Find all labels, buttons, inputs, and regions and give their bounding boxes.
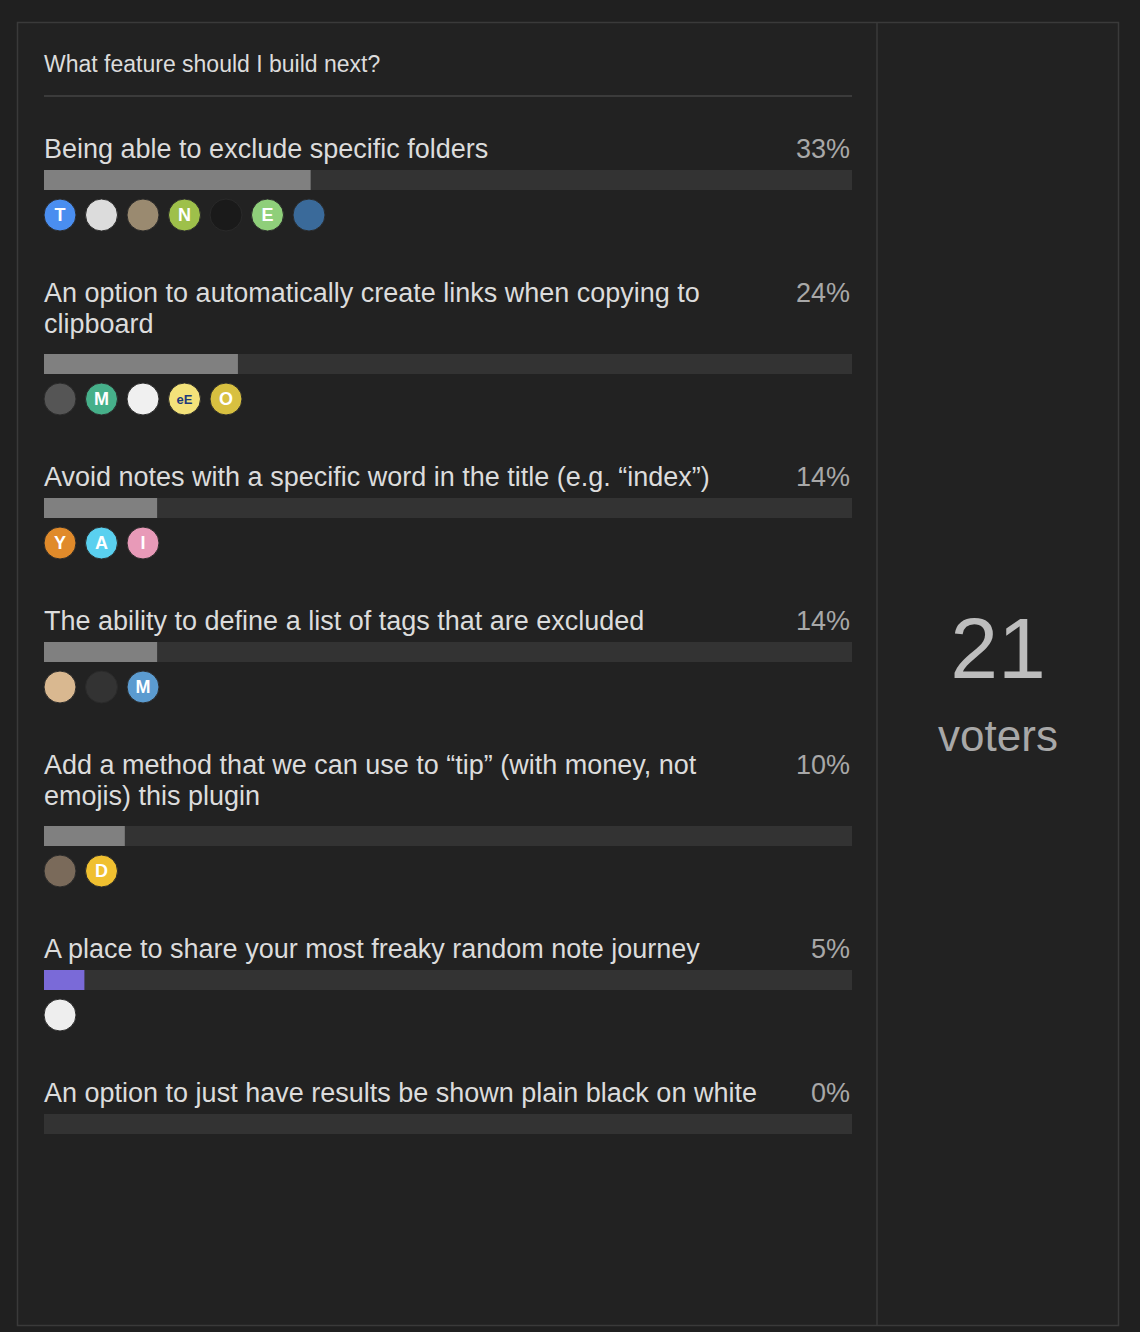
voter-caption: voters xyxy=(938,711,1058,760)
avatar xyxy=(44,199,76,231)
avatars: T N E MeE O Y A I M D xyxy=(44,199,325,1031)
option-label-line: An option to automatically create links … xyxy=(44,278,700,308)
bar-track xyxy=(44,170,852,190)
title-rule xyxy=(44,95,852,97)
background xyxy=(0,0,1140,1332)
option-label: An option to just have results be shown … xyxy=(44,1078,757,1108)
avatar xyxy=(86,527,118,559)
avatar xyxy=(86,671,118,703)
option-label-line: The ability to define a list of tags tha… xyxy=(44,606,644,636)
avatar-initial: A xyxy=(95,533,108,553)
option-label: Add a method that we can use to “tip” (w… xyxy=(44,750,697,811)
data-label: 24% xyxy=(796,278,850,308)
avatar xyxy=(44,671,76,703)
avatar xyxy=(86,199,118,231)
avatar xyxy=(44,855,76,887)
avatar xyxy=(86,383,118,415)
avatar xyxy=(44,527,76,559)
bar xyxy=(44,170,311,190)
option-label: A place to share your most freaky random… xyxy=(44,934,700,964)
avatar xyxy=(169,199,201,231)
tracks xyxy=(44,170,852,1134)
avatar xyxy=(210,199,242,231)
avatar xyxy=(127,199,159,231)
avatar-initial: I xyxy=(140,533,145,553)
avatar-initial: eE xyxy=(177,392,193,407)
avatar-initial: O xyxy=(219,389,233,409)
bar xyxy=(44,642,157,662)
data-label: 14% xyxy=(796,606,850,636)
option-label: The ability to define a list of tags tha… xyxy=(44,606,644,636)
avatar-initial: Y xyxy=(54,533,66,553)
bars xyxy=(44,170,311,990)
avatar xyxy=(127,527,159,559)
labels: Being able to exclude specific folders 33… xyxy=(44,134,850,1108)
avatar xyxy=(210,383,242,415)
bar xyxy=(44,1114,45,1134)
option-label-line: clipboard xyxy=(44,309,154,339)
avatar xyxy=(127,383,159,415)
poll-frame xyxy=(18,23,1119,1326)
bar xyxy=(44,354,238,374)
avatar-initial: D xyxy=(95,861,108,881)
bar xyxy=(44,970,84,990)
data-label: 10% xyxy=(796,750,850,780)
option-label: Avoid notes with a specific word in the … xyxy=(44,462,710,492)
poll-chart: What feature should I build next? Being a… xyxy=(0,0,1140,1332)
avatar xyxy=(252,199,284,231)
option-label-line: emojis) this plugin xyxy=(44,781,260,811)
option-label-line: Avoid notes with a specific word in the … xyxy=(44,462,710,492)
bar-track xyxy=(44,354,852,374)
data-label: 33% xyxy=(796,134,850,164)
avatar-initial: E xyxy=(261,205,273,225)
avatar xyxy=(86,855,118,887)
data-label: 5% xyxy=(811,934,850,964)
data-label: 0% xyxy=(811,1078,850,1108)
option-label-line: A place to share your most freaky random… xyxy=(44,934,700,964)
divider xyxy=(876,23,878,1325)
title: What feature should I build next? xyxy=(44,51,380,77)
avatar xyxy=(169,383,201,415)
bar xyxy=(44,498,157,518)
bar-track xyxy=(44,826,852,846)
voter-count: 21 xyxy=(950,600,1046,696)
bar xyxy=(44,826,125,846)
avatar xyxy=(44,383,76,415)
bar-track xyxy=(44,1114,852,1134)
bar-track xyxy=(44,970,852,990)
avatar-initial: T xyxy=(55,205,66,225)
avatar xyxy=(127,671,159,703)
data-label: 14% xyxy=(796,462,850,492)
avatar-initial: M xyxy=(136,677,151,697)
option-label-line: Being able to exclude specific folders xyxy=(44,134,488,164)
bar-track xyxy=(44,498,852,518)
option-label-line: An option to just have results be shown … xyxy=(44,1078,757,1108)
option-label-line: Add a method that we can use to “tip” (w… xyxy=(44,750,697,780)
avatar-initial: M xyxy=(94,389,109,409)
avatar-initial: N xyxy=(178,205,191,225)
bar-track xyxy=(44,642,852,662)
avatar xyxy=(44,999,76,1031)
option-label: An option to automatically create links … xyxy=(44,278,700,339)
option-label: Being able to exclude specific folders xyxy=(44,134,488,164)
avatar xyxy=(293,199,325,231)
